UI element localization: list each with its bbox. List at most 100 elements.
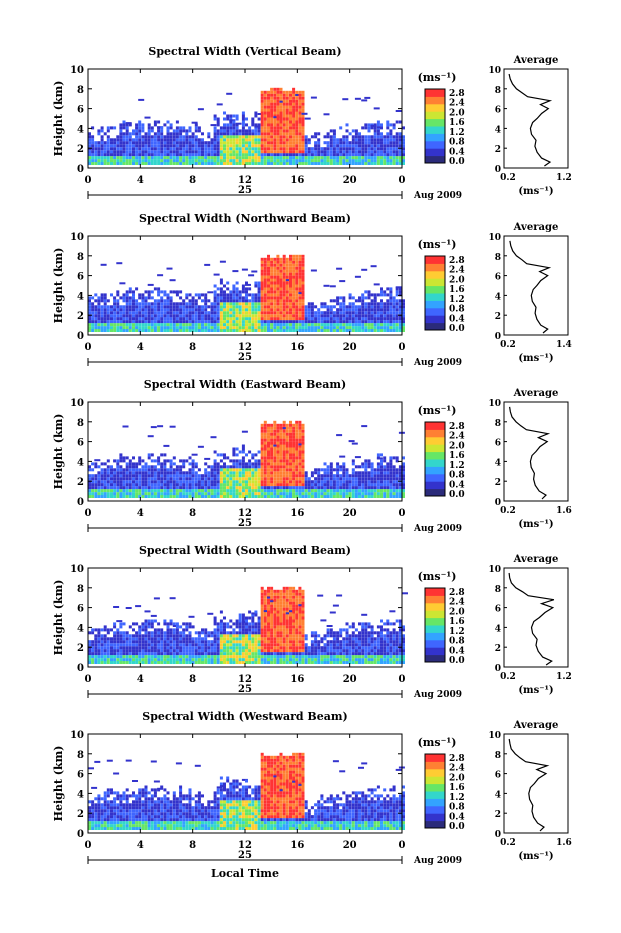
- heatmap-cell: [292, 255, 295, 258]
- heatmap-cell: [368, 465, 371, 468]
- heatmap-cell: [229, 156, 232, 159]
- heatmap-cell: [141, 489, 144, 492]
- heatmap-cell: [330, 465, 333, 468]
- heatmap-cell: [151, 640, 154, 643]
- heatmap-cell: [286, 459, 289, 462]
- heatmap-cell: [132, 290, 135, 293]
- heatmap-cell: [273, 132, 276, 135]
- heatmap-cell: [289, 103, 292, 106]
- heatmap-cell: [286, 287, 289, 290]
- heatmap-cell: [138, 326, 141, 329]
- heatmap-cell: [192, 153, 195, 156]
- heatmap-cell: [242, 471, 245, 474]
- heatmap-cell: [292, 314, 295, 317]
- heatmap-cell: [157, 661, 160, 664]
- heatmap-cell: [371, 495, 374, 498]
- heatmap-cell: [176, 631, 179, 634]
- heatmap-cell: [198, 329, 201, 332]
- heatmap-cell: [342, 153, 345, 156]
- heatmap-cell: [138, 456, 141, 459]
- heatmap-cell: [317, 489, 320, 492]
- profile-y-tick-label: 10: [488, 399, 501, 409]
- profile-y-tick-label: 6: [495, 273, 501, 283]
- heatmap-cell: [283, 153, 286, 156]
- heatmap-cell: [104, 468, 107, 471]
- heatmap-cell: [129, 468, 132, 471]
- heatmap-cell: [232, 141, 235, 144]
- heatmap-cell: [220, 135, 223, 138]
- heatmap-cell: [283, 439, 286, 442]
- heatmap-cell: [374, 126, 377, 129]
- heatmap-cell: [320, 153, 323, 156]
- heatmap-cell: [154, 299, 157, 302]
- heatmap-cell: [286, 474, 289, 477]
- heatmap-cell: [333, 159, 336, 162]
- heatmap-cell: [314, 156, 317, 159]
- heatmap-cell: [374, 138, 377, 141]
- heatmap-cell: [170, 646, 173, 649]
- heatmap-cell: [368, 290, 371, 293]
- heatmap-cell: [101, 135, 104, 138]
- heatmap-cell: [396, 159, 399, 162]
- heatmap-cell: [261, 456, 264, 459]
- heatmap-cell: [132, 456, 135, 459]
- heatmap-cell: [251, 271, 257, 273]
- heatmap-cell: [176, 655, 179, 658]
- heatmap-cell: [383, 483, 386, 486]
- heatmap-cell: [286, 311, 289, 314]
- colorbar-swatch: [425, 96, 445, 104]
- heatmap-cell: [101, 293, 104, 296]
- heatmap-cell: [270, 433, 273, 436]
- heatmap-cell: [355, 317, 358, 320]
- heatmap-cell: [138, 311, 141, 314]
- heatmap-cell: [192, 308, 195, 311]
- heatmap-cell: [201, 495, 204, 498]
- heatmap-cell: [330, 311, 333, 314]
- heatmap-cell: [258, 126, 261, 129]
- heatmap-cell: [141, 308, 144, 311]
- heatmap-cell: [289, 126, 292, 129]
- heatmap-cell: [346, 486, 349, 489]
- heatmap-cell: [292, 135, 295, 138]
- heatmap-cell: [176, 138, 179, 141]
- heatmap-cell: [283, 147, 286, 150]
- heatmap-cell: [371, 474, 374, 477]
- x-tick-label: 16: [290, 175, 304, 186]
- heatmap-cell: [364, 162, 367, 165]
- heatmap-cell: [254, 462, 257, 465]
- heatmap-cell: [167, 305, 170, 308]
- heatmap-cell: [173, 138, 176, 141]
- heatmap-cell: [308, 317, 311, 320]
- heatmap-cell: [126, 640, 129, 643]
- heatmap-cell: [104, 646, 107, 649]
- heatmap-cell: [389, 489, 392, 492]
- heatmap-cell: [386, 492, 389, 495]
- heatmap-cell: [201, 153, 204, 156]
- heatmap-cell: [226, 302, 229, 305]
- heatmap-cell: [132, 317, 135, 320]
- heatmap-cell: [342, 141, 345, 144]
- heatmap-cell: [151, 492, 154, 495]
- heatmap-cell: [176, 153, 179, 156]
- heatmap-cell: [217, 103, 223, 105]
- heatmap-cell: [192, 302, 195, 305]
- heatmap-cell: [280, 326, 283, 329]
- heatmap-cell: [368, 126, 371, 129]
- heatmap-cell: [399, 159, 402, 162]
- heatmap-cell: [223, 162, 226, 165]
- heatmap-cell: [192, 305, 195, 308]
- heatmap-cell: [245, 150, 248, 153]
- heatmap-cell: [176, 326, 179, 329]
- heatmap-cell: [163, 323, 166, 326]
- heatmap-cell: [116, 302, 119, 305]
- heatmap-cell: [211, 326, 214, 329]
- heatmap-cell: [204, 320, 207, 323]
- heatmap-cell: [214, 477, 217, 480]
- heatmap-cell: [380, 302, 383, 305]
- heatmap-cell: [298, 468, 301, 471]
- heatmap-cell: [176, 308, 179, 311]
- heatmap-cell: [270, 144, 273, 147]
- heatmap-cell: [270, 261, 273, 264]
- heatmap-cell: [352, 320, 355, 323]
- heatmap-cell: [173, 661, 176, 664]
